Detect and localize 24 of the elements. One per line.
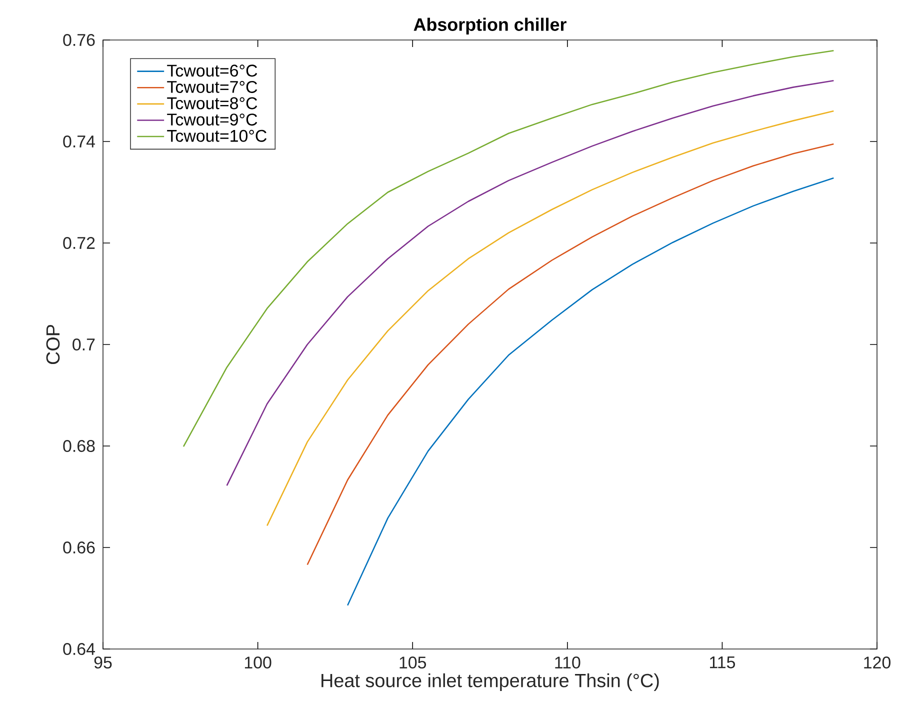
y-tick-label: 0.64	[63, 643, 95, 655]
y-tick-label: 0.74	[63, 135, 95, 148]
legend-label: Tcwout=6°C	[167, 64, 258, 77]
x-tick-label: 95	[94, 656, 112, 669]
chart-title: Absorption chiller	[414, 18, 566, 34]
legend-label: Tcwout=10°C	[167, 130, 267, 142]
x-tick-label: 120	[864, 656, 890, 669]
x-tick-label: 115	[710, 656, 735, 668]
y-axis-title: COP	[46, 324, 60, 364]
legend-label: Tcwout=9°C	[167, 114, 258, 126]
y-tick-label: 0.72	[63, 237, 95, 249]
legend-label: Tcwout=7°C	[167, 80, 258, 93]
line-series	[266, 110, 834, 526]
x-tick-label: 105	[400, 656, 426, 669]
x-tick-label: 100	[244, 656, 272, 669]
line-series	[346, 177, 834, 606]
legend-label: Tcwout=8°C	[167, 97, 258, 110]
line-series	[306, 143, 834, 566]
x-axis-title: Heat source inlet temperature Thsin (°C)	[322, 673, 659, 691]
x-tick-label: 110	[555, 656, 580, 669]
y-tick-label: 0.7	[72, 338, 95, 350]
y-tick-label: 0.68	[63, 440, 95, 452]
y-tick-label: 0.66	[63, 542, 95, 554]
y-tick-label: 0.76	[63, 34, 95, 46]
